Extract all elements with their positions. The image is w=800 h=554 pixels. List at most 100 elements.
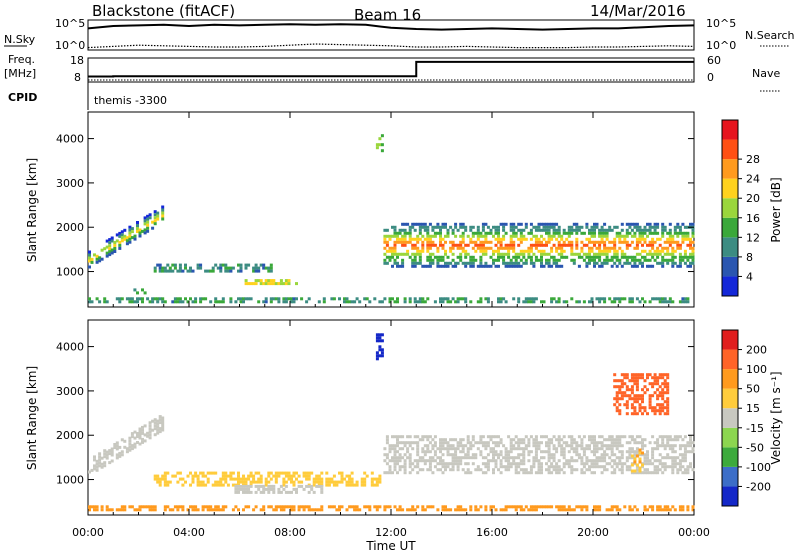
- heat-cell: [593, 441, 596, 445]
- heat-cell: [244, 282, 248, 286]
- nsky-label: N.Sky: [4, 33, 36, 46]
- heat-cell: [476, 447, 480, 451]
- heat-cell: [562, 450, 566, 454]
- colorbar-tick-label: 4: [746, 270, 753, 283]
- heat-cell: [378, 333, 382, 337]
- heat-cell: [282, 300, 286, 304]
- heat-cell: [353, 505, 357, 509]
- heat-cell: [408, 231, 412, 235]
- heat-cell: [492, 234, 495, 238]
- heat-cell: [439, 225, 442, 229]
- heat-cell: [605, 438, 609, 442]
- heat-cell: [244, 490, 248, 494]
- heat-cell: [524, 249, 528, 253]
- heat-cell: [625, 456, 629, 460]
- heat-cell: [476, 264, 480, 268]
- heat-cell: [504, 261, 508, 265]
- heat-cell: [391, 234, 394, 238]
- heat-cell: [585, 459, 589, 463]
- heat-cell: [146, 214, 150, 218]
- heat-cell: [216, 300, 220, 304]
- heat-cell: [444, 465, 447, 469]
- heat-cell: [441, 441, 445, 445]
- heat-cell: [661, 231, 665, 235]
- heat-cell: [494, 258, 498, 262]
- heat-cell: [441, 462, 445, 466]
- heat-cell: [625, 234, 629, 238]
- heat-cell: [537, 249, 541, 253]
- heat-cell: [267, 480, 271, 484]
- heat-cell: [628, 222, 632, 226]
- heat-cell: [464, 252, 468, 256]
- heat-cell: [484, 231, 488, 235]
- heat-cell: [264, 483, 268, 487]
- heat-cell: [646, 258, 649, 262]
- heat-cell: [449, 453, 453, 457]
- heat-cell: [95, 462, 99, 466]
- heat-cell: [595, 462, 599, 466]
- heat-cell: [519, 508, 523, 512]
- heat-cell: [479, 505, 483, 509]
- heat-cell: [229, 266, 233, 270]
- heat-cell: [322, 297, 326, 301]
- x-tick-label: 20:00: [577, 526, 609, 539]
- heat-cell: [257, 279, 261, 283]
- heat-cell: [426, 444, 430, 448]
- heat-cell: [545, 261, 548, 265]
- heat-cell: [658, 468, 662, 472]
- heat-cell: [615, 447, 619, 451]
- heat-cell: [618, 234, 622, 238]
- heat-cell: [418, 231, 422, 235]
- heat-cell: [540, 441, 543, 445]
- heat-cell: [383, 240, 387, 244]
- heat-cell: [532, 465, 536, 469]
- heat-cell: [628, 297, 632, 301]
- heat-cell: [151, 505, 155, 509]
- heat-cell: [582, 465, 586, 469]
- heat-cell: [146, 217, 150, 221]
- heat-cell: [552, 222, 556, 226]
- heat-cell: [613, 379, 617, 383]
- heat-cell: [552, 261, 556, 265]
- heat-cell: [163, 300, 167, 304]
- heat-cell: [476, 234, 480, 238]
- heat-cell: [512, 505, 516, 509]
- heat-cell: [168, 266, 172, 270]
- heat-cell: [648, 406, 652, 410]
- heat-cell: [575, 459, 579, 463]
- heat-cell: [608, 462, 612, 466]
- heat-cell: [628, 468, 632, 472]
- heat-cell: [446, 261, 450, 265]
- heat-cell: [375, 357, 379, 361]
- heat-cell: [633, 450, 637, 454]
- heat-cell: [310, 484, 314, 488]
- heat-cell: [161, 419, 165, 423]
- heat-cell: [514, 456, 518, 460]
- heat-cell: [441, 297, 445, 301]
- heat-cell: [512, 231, 516, 235]
- heat-cell: [221, 474, 225, 478]
- heat-cell: [105, 456, 109, 460]
- heat-cell: [166, 263, 170, 267]
- heat-cell: [454, 225, 458, 229]
- heat-cell: [176, 297, 180, 301]
- heat-cell: [161, 266, 165, 270]
- heat-cell: [211, 483, 215, 487]
- heat-cell: [537, 465, 541, 469]
- heat-cell: [635, 373, 639, 377]
- heat-cell: [393, 243, 397, 247]
- heat-cell: [237, 487, 240, 491]
- heat-cell: [560, 255, 564, 259]
- heat-cell: [585, 225, 589, 229]
- heat-cell: [635, 463, 639, 467]
- heat-cell: [479, 258, 483, 262]
- heat-cell: [191, 505, 195, 509]
- heat-cell: [643, 453, 647, 457]
- heat-cell: [678, 447, 682, 451]
- heat-cell: [534, 453, 538, 457]
- heat-cell: [391, 225, 394, 229]
- heat-cell: [348, 480, 352, 484]
- heat-cell: [181, 269, 185, 273]
- heat-cell: [598, 249, 602, 253]
- heat-cell: [653, 391, 657, 395]
